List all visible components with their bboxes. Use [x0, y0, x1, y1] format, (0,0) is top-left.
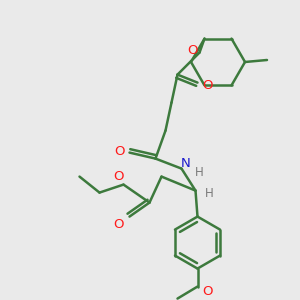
Text: O: O	[113, 170, 124, 183]
Text: O: O	[187, 44, 198, 57]
Text: H: H	[205, 187, 214, 200]
Text: H: H	[195, 166, 204, 179]
Text: O: O	[202, 79, 213, 92]
Text: O: O	[113, 218, 124, 231]
Text: N: N	[181, 157, 190, 170]
Text: O: O	[114, 145, 125, 158]
Text: O: O	[202, 285, 213, 298]
